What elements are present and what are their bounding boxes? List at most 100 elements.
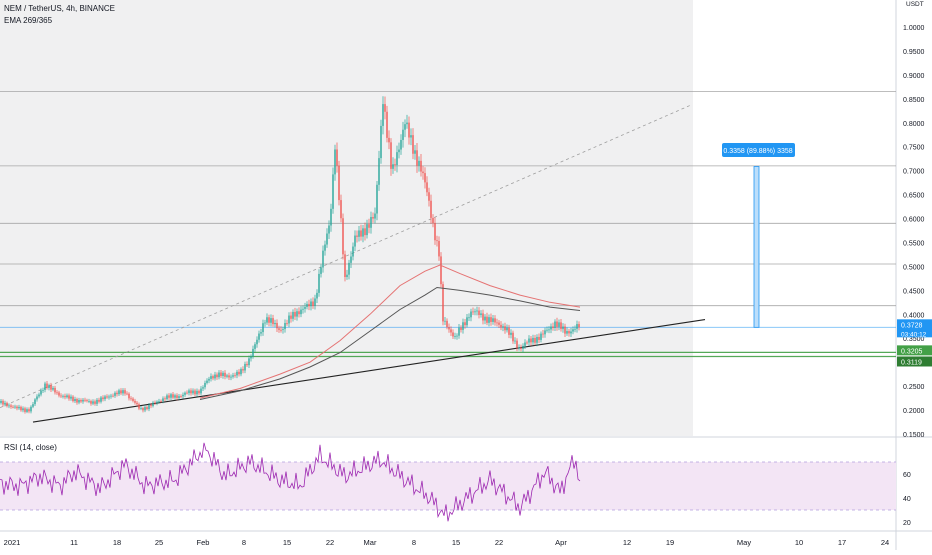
ema-legend[interactable]: EMA 269/365: [4, 16, 53, 25]
candle-body: [548, 329, 550, 331]
rsi-tick-label: 60: [903, 472, 911, 479]
candle-body: [300, 309, 302, 315]
candle-body: [98, 399, 100, 402]
candle-body: [502, 326, 504, 328]
candle-body: [500, 324, 502, 328]
price-tick-label: 0.6000: [903, 217, 925, 224]
candle-body: [268, 317, 270, 323]
candle-body: [422, 171, 424, 174]
candle-body: [212, 376, 214, 379]
candle-body: [274, 322, 276, 325]
candle-body: [16, 406, 18, 409]
candle-body: [220, 372, 222, 377]
candle-body: [320, 267, 322, 274]
rsi-line: [0, 442, 581, 522]
candle-body: [562, 326, 564, 330]
candle-body: [14, 406, 16, 408]
candle-body: [150, 404, 152, 407]
candle-body: [338, 165, 340, 201]
price-tick-label: 0.5000: [903, 264, 925, 271]
candle-body: [428, 192, 430, 201]
candle-body: [378, 158, 380, 185]
candle-body: [410, 135, 412, 138]
candle-body: [382, 104, 384, 126]
time-tick-label: 15: [283, 538, 291, 547]
candle-body: [64, 395, 66, 398]
countdown-label: 03:40:12: [901, 331, 927, 338]
candle-body: [214, 374, 216, 379]
candle-body: [566, 331, 568, 334]
candle-body: [178, 396, 180, 399]
measure-label: 0.3358 (89.88%) 3358: [723, 148, 792, 155]
price-tick-label: 0.7500: [903, 145, 925, 152]
candle-body: [370, 217, 372, 228]
candle-body: [450, 329, 452, 333]
candle-body: [312, 301, 314, 306]
future-pane-bg: [693, 0, 896, 436]
candle-body: [230, 376, 232, 378]
rsi-legend[interactable]: RSI (14, close): [4, 443, 57, 452]
candle-body: [250, 356, 252, 359]
candle-body: [528, 338, 530, 343]
candle-body: [126, 393, 128, 395]
candle-body: [346, 274, 348, 278]
candle-body: [470, 311, 472, 318]
candle-body: [352, 246, 354, 257]
time-tick-label: 8: [412, 538, 416, 547]
candle-body: [504, 326, 506, 331]
candle-body: [128, 393, 130, 399]
candle-body: [258, 333, 260, 340]
candle-body: [432, 217, 434, 223]
time-tick-label: 15: [452, 538, 460, 547]
candle-body: [144, 407, 146, 411]
candle-body: [118, 390, 120, 395]
candle-body: [296, 311, 298, 317]
candle-body: [442, 284, 444, 322]
candle-body: [498, 322, 500, 325]
price-tick-label: 0.9000: [903, 73, 925, 80]
candle-body: [510, 332, 512, 335]
candle-body: [388, 137, 390, 143]
candle-body: [542, 333, 544, 335]
candle-body: [478, 310, 480, 315]
candle-body: [454, 336, 456, 337]
support-badge-1: 0.3205: [901, 348, 923, 355]
candle-body: [272, 318, 274, 325]
candle-body: [348, 262, 350, 275]
candle-body: [444, 320, 446, 322]
candle-body: [170, 394, 172, 398]
candle-body: [326, 233, 328, 245]
candle-body: [238, 371, 240, 375]
candle-body: [216, 374, 218, 378]
time-tick-label: 22: [495, 538, 503, 547]
candle-body: [384, 104, 386, 112]
price-tick-label: 0.4000: [903, 312, 925, 319]
candle-body: [86, 400, 88, 402]
candle-body: [38, 394, 40, 397]
time-tick-label: 10: [795, 538, 803, 547]
candle-body: [56, 392, 58, 394]
candle-body: [480, 313, 482, 315]
candle-body: [100, 397, 102, 402]
candle-body: [554, 321, 556, 328]
candle-body: [512, 332, 514, 342]
candle-body: [160, 401, 162, 402]
symbol-legend[interactable]: NEM / TetherUS, 4h, BINANCE: [4, 4, 115, 13]
candle-body: [322, 250, 324, 268]
candle-body: [558, 322, 560, 327]
candle-body: [266, 317, 268, 323]
candle-body: [168, 395, 170, 398]
candle-body: [54, 387, 56, 393]
candle-body: [574, 328, 576, 330]
candle-body: [288, 315, 290, 324]
support-badge-2-bg: [897, 356, 932, 367]
candle-body: [396, 152, 398, 166]
support-badge-2: 0.3119: [901, 359, 922, 366]
candle-body: [236, 371, 238, 376]
candle-body: [294, 311, 296, 317]
candle-body: [80, 400, 82, 402]
candle-body: [210, 376, 212, 379]
candle-body: [290, 315, 292, 319]
